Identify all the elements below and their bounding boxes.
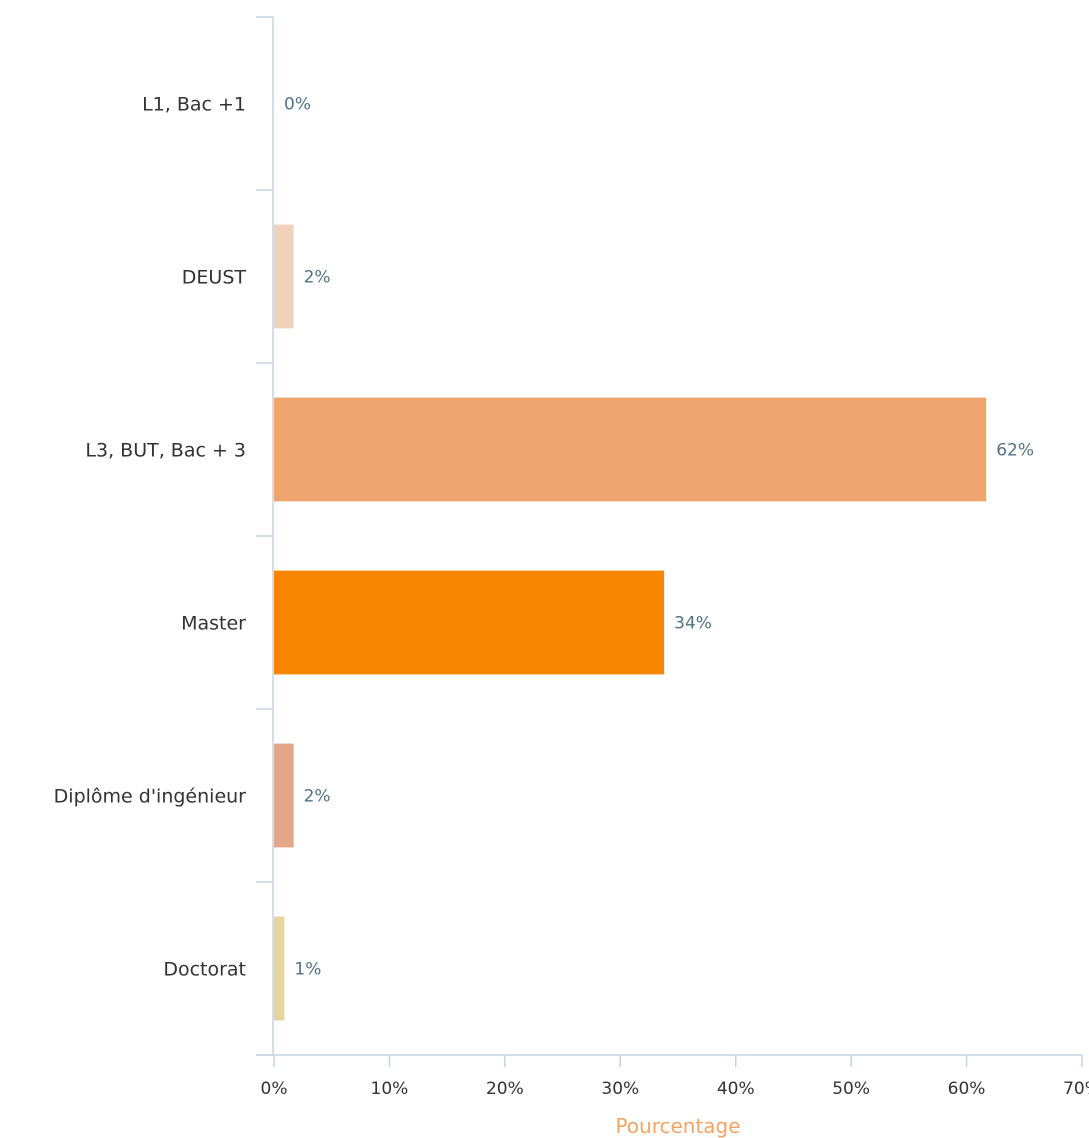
bars <box>274 224 987 1021</box>
x-tick-label: 40% <box>717 1079 755 1099</box>
bar <box>274 916 285 1021</box>
bar <box>274 224 294 329</box>
data-labels: 0% 2% 62% 34% 2% 1% <box>284 95 1034 980</box>
data-label: 2% <box>304 268 331 288</box>
data-label: 2% <box>304 787 331 807</box>
x-tick-label: 50% <box>832 1079 870 1099</box>
category-label: Master <box>181 613 246 635</box>
bar <box>274 397 987 502</box>
x-tick-label: 10% <box>371 1079 409 1099</box>
x-tick-label: 70% <box>1063 1079 1089 1099</box>
category-label: DEUST <box>182 267 247 289</box>
category-label: L1, Bac +1 <box>142 94 246 116</box>
x-tick-label: 20% <box>486 1079 524 1099</box>
category-label: Diplôme d'ingénieur <box>54 786 247 808</box>
category-label: Doctorat <box>163 959 246 981</box>
data-label: 34% <box>674 614 712 634</box>
x-tick-label: 0% <box>261 1079 288 1099</box>
data-label: 1% <box>294 960 321 980</box>
x-tick-label: 30% <box>601 1079 639 1099</box>
data-label: 62% <box>996 441 1034 461</box>
bar <box>274 743 294 848</box>
data-label: 0% <box>284 95 311 115</box>
x-axis-ticks: 0% 10% 20% 30% 40% 50% 60% 70% <box>261 1055 1089 1099</box>
x-tick-label: 60% <box>948 1079 986 1099</box>
y-axis-ticks <box>256 16 273 1056</box>
x-axis-title: Pourcentage <box>615 1114 740 1138</box>
category-labels: L1, Bac +1 DEUST L3, BUT, Bac + 3 Master Dip… <box>54 94 247 981</box>
bar <box>274 570 665 675</box>
category-label: L3, BUT, Bac + 3 <box>85 440 246 462</box>
